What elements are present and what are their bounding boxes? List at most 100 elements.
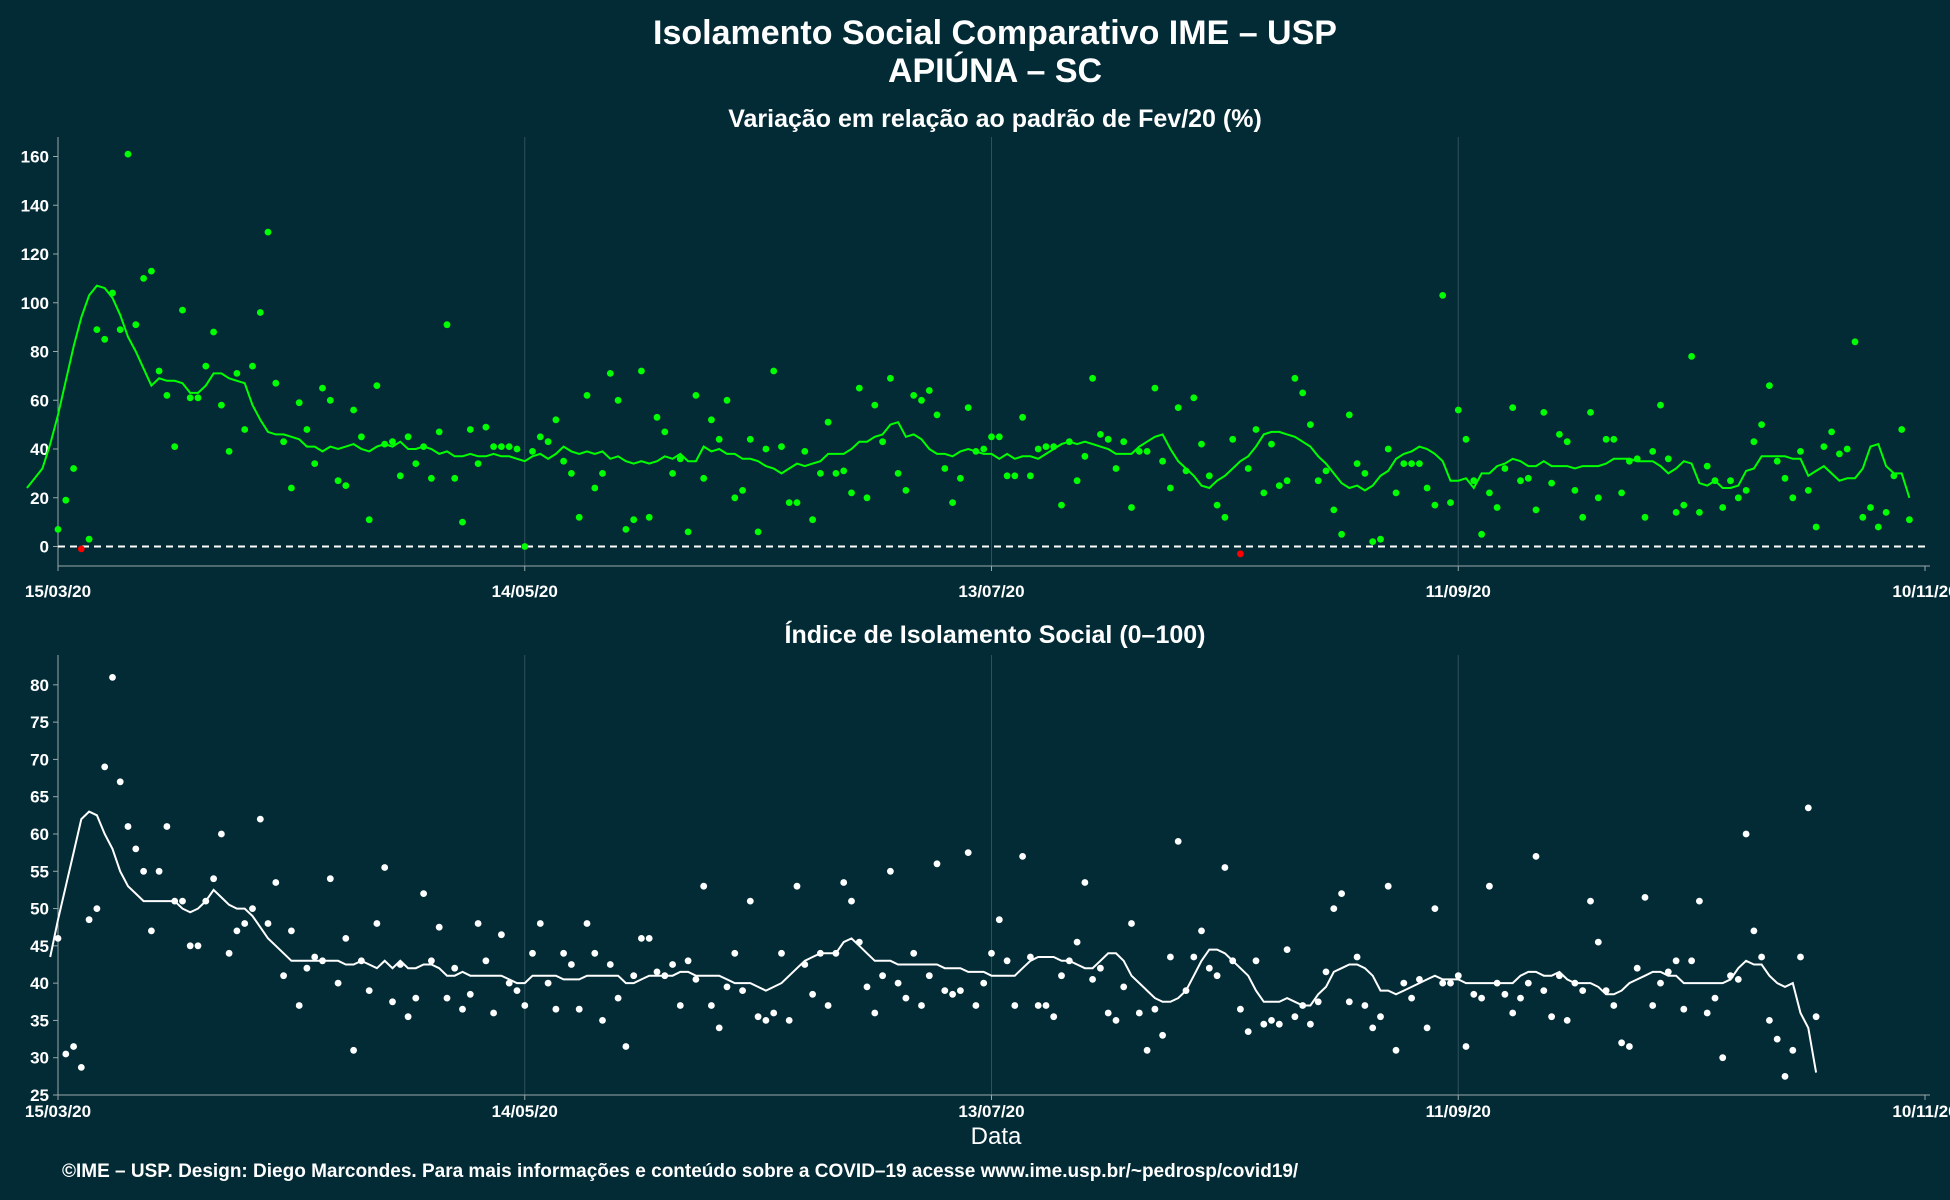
variation-data-point xyxy=(498,443,505,450)
variation-data-point xyxy=(778,443,785,450)
variation-data-point xyxy=(1501,465,1509,472)
variation-data-point xyxy=(1112,465,1120,472)
index-data-point xyxy=(490,1009,497,1017)
index-data-point xyxy=(459,1005,466,1013)
variation-data-point xyxy=(925,387,933,394)
variation-data-point xyxy=(1167,484,1174,492)
variation-data-point xyxy=(568,470,575,477)
index-data-point xyxy=(1182,987,1190,994)
variation-data-point xyxy=(1680,501,1688,509)
index-data-point xyxy=(404,1013,412,1021)
index-data-point xyxy=(85,916,93,924)
variation-data-point xyxy=(381,440,389,448)
variation-data-point xyxy=(428,474,435,482)
index-data-point xyxy=(1042,1002,1050,1009)
index-data-point xyxy=(1556,972,1563,980)
variation-data-point xyxy=(404,433,412,441)
variation-data-point xyxy=(1384,445,1392,453)
variation-data-point xyxy=(957,474,964,482)
index-data-point xyxy=(1268,1017,1275,1024)
variation-data-point xyxy=(1182,467,1190,475)
index-data-point xyxy=(731,949,739,957)
variation-data-point xyxy=(1719,504,1727,511)
variation-data-point xyxy=(1027,472,1034,480)
index-data-point xyxy=(669,961,676,968)
index-data-point xyxy=(879,972,886,980)
y-tick-label: 55 xyxy=(30,862,49,881)
index-data-point xyxy=(1758,953,1765,961)
index-data-point xyxy=(848,897,855,905)
variation-data-point xyxy=(700,474,708,482)
index-data-point xyxy=(1727,972,1734,980)
variation-data-point xyxy=(1299,389,1307,397)
y-tick-label: 60 xyxy=(30,391,49,410)
variation-data-point xyxy=(1734,494,1742,502)
variation-data-point xyxy=(1439,292,1447,299)
variation-data-point xyxy=(1890,472,1898,480)
variation-data-point xyxy=(93,326,101,333)
variation-data-point xyxy=(1688,353,1695,360)
index-data-point xyxy=(435,923,443,931)
index-data-point xyxy=(1594,938,1602,946)
variation-data-point xyxy=(1773,457,1781,465)
index-data-point xyxy=(638,935,645,942)
index-data-point xyxy=(116,778,124,786)
variation-data-point xyxy=(1509,404,1517,411)
variation-data-point xyxy=(1447,499,1454,506)
variation-data-point xyxy=(1711,477,1719,485)
variation-data-point xyxy=(1859,513,1867,521)
variation-data-point xyxy=(280,438,287,446)
index-data-point xyxy=(1703,1009,1711,1017)
variation-data-point xyxy=(824,418,832,426)
index-data-point xyxy=(1198,927,1205,935)
index-data-point xyxy=(1174,838,1182,845)
variation-data-point xyxy=(1657,401,1664,409)
index-data-point xyxy=(1626,1043,1633,1050)
index-data-point xyxy=(1221,864,1229,871)
variation-data-point xyxy=(1462,435,1470,443)
variation-data-point xyxy=(1229,435,1237,443)
index-data-point xyxy=(1766,1017,1773,1024)
index-data-point xyxy=(1509,1009,1517,1017)
index-data-point xyxy=(194,942,202,950)
index-data-point xyxy=(1027,953,1034,961)
variation-data-point xyxy=(116,326,124,333)
chart-title: Isolamento Social Comparativo IME – USP xyxy=(653,14,1337,52)
variation-data-point xyxy=(62,496,70,504)
variation-data-point xyxy=(396,472,404,480)
index-data-point xyxy=(1641,894,1649,901)
index-data-point xyxy=(606,961,614,968)
variation-data-point xyxy=(855,384,863,392)
variation-data-point xyxy=(894,470,902,477)
index-data-point xyxy=(482,957,490,965)
variation-data-point xyxy=(1828,428,1835,436)
index-data-point xyxy=(840,879,848,886)
variation-data-point xyxy=(1556,431,1563,438)
index-data-point xyxy=(871,1009,879,1017)
variation-data-point xyxy=(817,470,824,477)
index-data-point xyxy=(715,1024,723,1032)
index-data-point xyxy=(249,905,256,912)
index-data-point xyxy=(474,920,482,927)
index-data-point xyxy=(575,1005,583,1013)
index-data-point xyxy=(778,949,785,957)
index-data-point xyxy=(793,882,801,890)
footer-credits: ©IME – USP. Design: Diego Marcondes. Par… xyxy=(62,1161,1299,1182)
index-data-point xyxy=(264,920,272,927)
variation-data-point xyxy=(179,306,186,314)
variation-data-point xyxy=(474,460,482,467)
index-data-point xyxy=(894,979,902,987)
index-data-point xyxy=(124,823,132,830)
variation-data-point xyxy=(964,404,972,411)
variation-data-point xyxy=(1431,501,1439,509)
variation-data-point xyxy=(1672,509,1680,516)
index-data-point xyxy=(1322,968,1330,976)
variation-data-point xyxy=(1307,421,1314,428)
variation-data-point xyxy=(1579,513,1587,521)
variation-data-point xyxy=(949,499,956,506)
index-data-point xyxy=(544,979,552,987)
index-data-point xyxy=(1416,976,1423,983)
index-data-point xyxy=(1680,1005,1688,1013)
variation-data-point xyxy=(1034,445,1042,453)
